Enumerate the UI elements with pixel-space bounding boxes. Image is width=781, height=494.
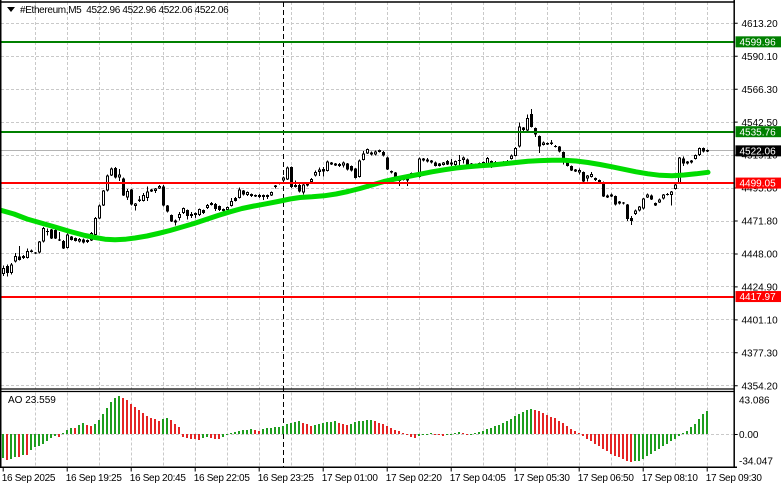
svg-text:16 Sep 2025: 16 Sep 2025	[2, 473, 56, 484]
svg-text:16 Sep 22:05: 16 Sep 22:05	[194, 473, 251, 484]
svg-text:4566.30: 4566.30	[742, 85, 779, 96]
svg-text:17 Sep 01:00: 17 Sep 01:00	[322, 473, 379, 484]
svg-text:4417.97: 4417.97	[740, 292, 777, 303]
svg-text:4599.96: 4599.96	[740, 37, 777, 48]
svg-text:4471.80: 4471.80	[742, 217, 779, 228]
svg-text:4522.06: 4522.06	[740, 146, 777, 157]
svg-text:#Ethereum,M5 4522.96 4522.96: #Ethereum,M5 4522.96 4522.96 4522.06 452…	[20, 5, 229, 16]
svg-text:AO 23.559: AO 23.559	[8, 395, 56, 406]
svg-text:17 Sep 08:10: 17 Sep 08:10	[642, 473, 699, 484]
svg-text:4499.05: 4499.05	[740, 179, 777, 190]
svg-text:16 Sep 19:25: 16 Sep 19:25	[66, 473, 123, 484]
svg-text:16 Sep 23:25: 16 Sep 23:25	[258, 473, 315, 484]
svg-text:4613.20: 4613.20	[742, 19, 779, 30]
svg-text:17 Sep 02:20: 17 Sep 02:20	[386, 473, 443, 484]
svg-text:-34.047: -34.047	[739, 456, 773, 467]
svg-text:4401.10: 4401.10	[742, 315, 779, 326]
svg-text:0.00: 0.00	[739, 430, 759, 441]
svg-text:17 Sep 04:05: 17 Sep 04:05	[450, 473, 507, 484]
svg-text:17 Sep 05:30: 17 Sep 05:30	[514, 473, 571, 484]
svg-text:4354.20: 4354.20	[742, 381, 779, 392]
svg-text:43.086: 43.086	[739, 396, 770, 407]
svg-text:4535.76: 4535.76	[740, 127, 777, 138]
svg-text:17 Sep 06:50: 17 Sep 06:50	[578, 473, 635, 484]
svg-text:4448.00: 4448.00	[742, 250, 779, 261]
svg-text:4377.30: 4377.30	[742, 348, 779, 359]
svg-text:16 Sep 20:45: 16 Sep 20:45	[130, 473, 187, 484]
svg-text:17 Sep 09:30: 17 Sep 09:30	[706, 473, 763, 484]
svg-text:4590.10: 4590.10	[742, 52, 779, 63]
